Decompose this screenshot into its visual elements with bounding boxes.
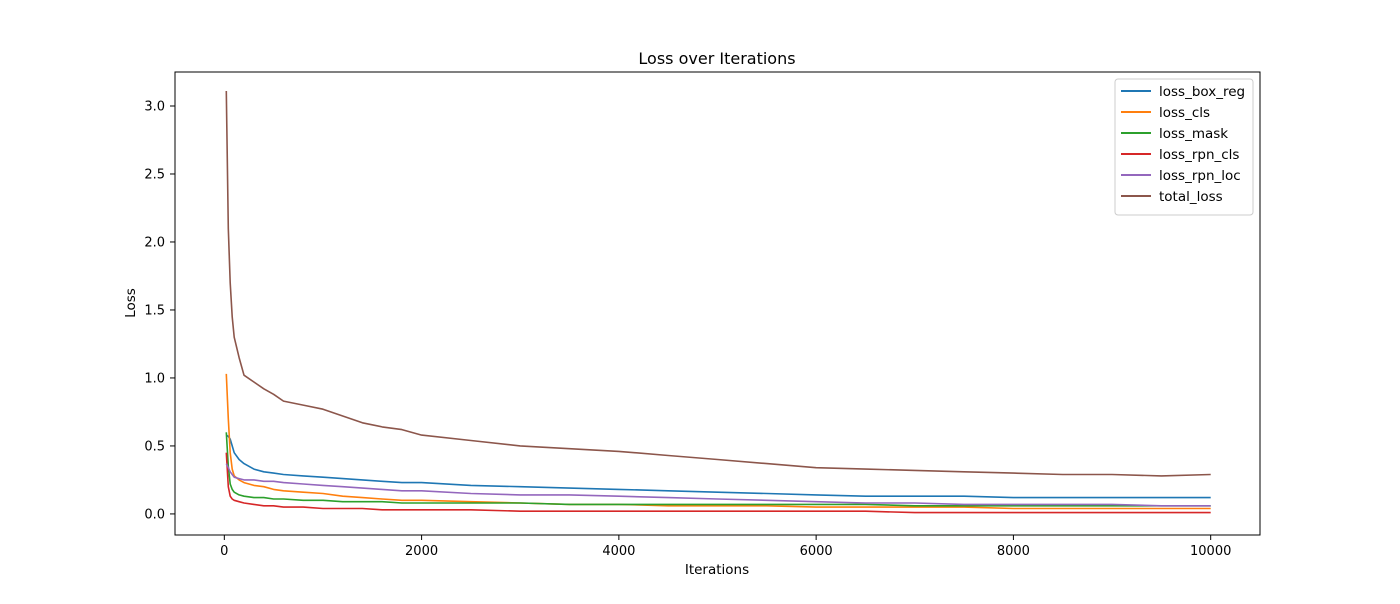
series-layer: [225, 90, 1211, 514]
x-tick-label: 10000: [1190, 544, 1231, 559]
y-axis-label: Loss: [123, 288, 139, 318]
legend-label: loss_box_reg: [1159, 84, 1245, 100]
legend-label: loss_mask: [1159, 126, 1228, 142]
series-line-loss-rpn-cls: [225, 452, 1211, 514]
series-line-loss-rpn-loc: [225, 463, 1211, 507]
x-axis-label: Iterations: [685, 562, 749, 578]
chart-title: Loss over Iterations: [638, 49, 795, 68]
legend-label: loss_cls: [1159, 105, 1210, 121]
x-tick-label: 0: [220, 544, 228, 559]
y-tick-label: 3.0: [144, 99, 165, 114]
x-tick-label: 8000: [997, 544, 1030, 559]
y-tick-label: 0.5: [144, 439, 165, 454]
x-axis-ticks: 0 2000 4000 6000 8000 10000: [220, 535, 1231, 559]
y-axis-ticks: 0.0 0.5 1.0 1.5 2.0 2.5 3.0: [144, 99, 175, 522]
y-tick-label: 1.5: [144, 303, 165, 318]
legend: loss_box_reg loss_cls loss_mask loss_rpn_cl…: [1114, 78, 1254, 216]
axes-frame: [174, 71, 1261, 536]
series-line-loss-cls: [225, 373, 1211, 510]
series-line-total-loss: [225, 90, 1211, 477]
y-tick-label: 2.5: [144, 167, 165, 182]
legend-label: loss_rpn_cls: [1159, 147, 1239, 163]
y-tick-label: 0.0: [144, 507, 165, 522]
legend-label: total_loss: [1159, 189, 1223, 205]
x-tick-label: 6000: [800, 544, 833, 559]
legend-label: loss_rpn_loc: [1159, 168, 1241, 184]
x-tick-label: 4000: [602, 544, 635, 559]
series-line-loss-box-reg: [225, 434, 1211, 499]
x-tick-label: 2000: [405, 544, 438, 559]
y-tick-label: 1.0: [144, 371, 165, 386]
series-line-loss-mask: [225, 432, 1211, 507]
y-tick-label: 2.0: [144, 235, 165, 250]
